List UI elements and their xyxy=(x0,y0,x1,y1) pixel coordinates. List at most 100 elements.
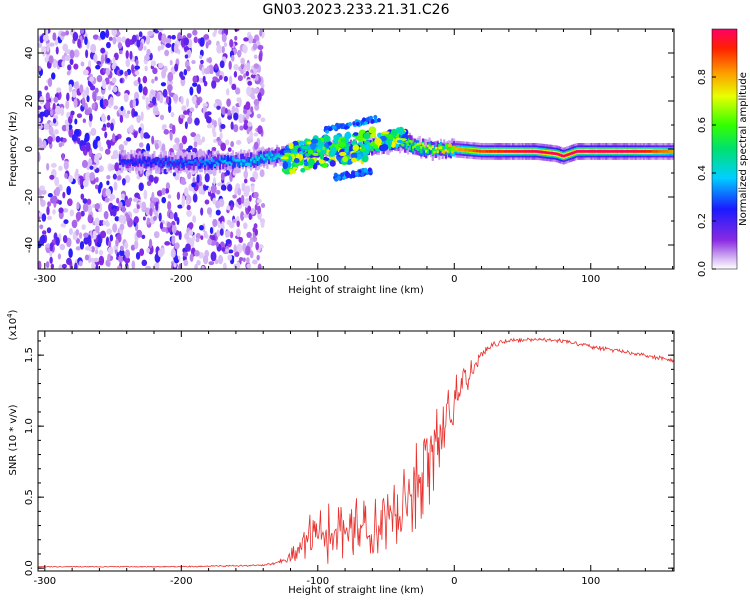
noise-blob xyxy=(192,29,198,36)
signal-band-segment xyxy=(431,149,434,156)
noise-blob xyxy=(169,212,174,220)
noise-blob xyxy=(70,110,75,116)
signal-band-segment xyxy=(459,148,462,151)
noise-blob xyxy=(253,63,259,69)
snr-panel: -300 -200 -100 0 100 0.0 0.5 1.0 1.5 Height of … xyxy=(6,309,675,596)
signal-band-segment xyxy=(656,150,659,153)
signal-band-segment xyxy=(248,162,251,166)
noise-blob xyxy=(228,249,234,254)
signal-band-segment xyxy=(212,159,215,163)
noise-blob xyxy=(199,224,204,231)
noise-blob xyxy=(88,158,93,166)
turbulent-blob xyxy=(352,144,360,152)
signal-band-segment xyxy=(163,162,166,166)
signal-band-segment xyxy=(259,154,262,157)
signal-band-segment xyxy=(605,150,608,153)
noise-blob xyxy=(174,137,180,144)
signal-band-segment xyxy=(423,144,426,148)
turbulent-blob xyxy=(333,134,340,141)
signal-band-segment xyxy=(222,160,225,169)
signal-band-segment xyxy=(665,150,669,153)
signal-band-segment xyxy=(610,150,613,153)
turbulent-blob xyxy=(300,167,306,173)
noise-blob xyxy=(238,113,244,124)
noise-blob xyxy=(90,127,97,137)
signal-band-segment xyxy=(462,148,466,152)
signal-band-segment xyxy=(446,149,449,153)
noise-blob xyxy=(138,83,143,93)
noise-blob xyxy=(243,37,249,42)
noise-blob xyxy=(243,170,249,179)
signal-band-segment xyxy=(263,151,266,160)
noise-blob xyxy=(220,106,227,115)
turbulent-blob xyxy=(310,138,319,144)
noise-blob xyxy=(237,75,243,82)
signal-band-segment xyxy=(205,159,208,165)
noise-blob xyxy=(93,257,100,263)
signal-band-segment xyxy=(525,150,528,153)
signal-band-segment xyxy=(646,150,649,153)
turbulent-blob xyxy=(364,143,371,150)
noise-blob xyxy=(183,259,189,267)
noise-blob xyxy=(242,257,246,262)
turbulent-blob xyxy=(316,148,321,153)
signal-band-segment xyxy=(153,161,156,164)
turbulent-blob xyxy=(361,154,369,163)
noise-blob xyxy=(106,174,111,180)
snr-x-axis: -300 -200 -100 0 100 xyxy=(33,331,674,587)
signal-band-segment xyxy=(426,144,429,148)
noise-blob xyxy=(253,98,260,106)
signal-band-segment xyxy=(484,150,487,153)
noise-blob xyxy=(204,173,210,183)
noise-blob xyxy=(247,80,253,86)
noise-blob xyxy=(144,65,148,72)
signal-band-segment xyxy=(626,150,629,153)
noise-blob xyxy=(142,216,146,221)
noise-blob xyxy=(248,212,252,221)
noise-blob xyxy=(92,34,99,40)
signal-band-segment xyxy=(205,158,208,162)
signal-band-segment xyxy=(495,150,498,153)
signal-band-segment xyxy=(246,162,249,166)
noise-blob xyxy=(200,207,204,216)
noise-blob xyxy=(153,215,157,221)
noise-blob xyxy=(100,54,105,65)
noise-blob xyxy=(110,155,115,160)
noise-blob xyxy=(126,137,132,142)
noise-blob xyxy=(69,58,74,66)
y-tick-label: 0.0 xyxy=(24,560,35,576)
signal-band-segment xyxy=(271,153,274,157)
noise-blob xyxy=(52,118,57,124)
noise-blob xyxy=(119,69,124,76)
x-tick-label: -300 xyxy=(33,576,56,587)
noise-blob xyxy=(92,139,99,150)
signal-band-segment xyxy=(258,160,261,166)
noise-blob xyxy=(61,263,67,269)
signal-band-segment xyxy=(430,147,433,150)
signal-band-segment xyxy=(269,158,272,161)
signal-band-segment xyxy=(223,159,226,163)
signal-band-segment xyxy=(210,162,213,168)
signal-band-segment xyxy=(485,150,488,153)
signal-band-segment xyxy=(410,143,413,153)
signal-band-segment xyxy=(452,146,456,152)
signal-band-segment xyxy=(629,150,633,153)
signal-band-segment xyxy=(171,161,174,167)
noise-blob xyxy=(47,77,53,88)
noise-blob xyxy=(234,35,238,41)
signal-band-segment xyxy=(567,153,570,156)
signal-band-segment xyxy=(639,150,642,153)
signal-band-segment xyxy=(410,140,413,144)
noise-blob xyxy=(167,194,172,199)
signal-band-segment xyxy=(616,150,619,153)
noise-blob xyxy=(240,68,245,75)
signal-band-segment xyxy=(177,162,181,171)
signal-band-segment xyxy=(515,150,518,153)
noise-blob xyxy=(176,191,181,200)
signal-band-segment xyxy=(670,150,674,153)
signal-band-segment xyxy=(161,162,164,169)
signal-band-segment xyxy=(176,161,179,165)
turbulent-blob xyxy=(344,132,352,140)
noise-blob xyxy=(227,254,233,261)
noise-blob xyxy=(62,208,69,213)
